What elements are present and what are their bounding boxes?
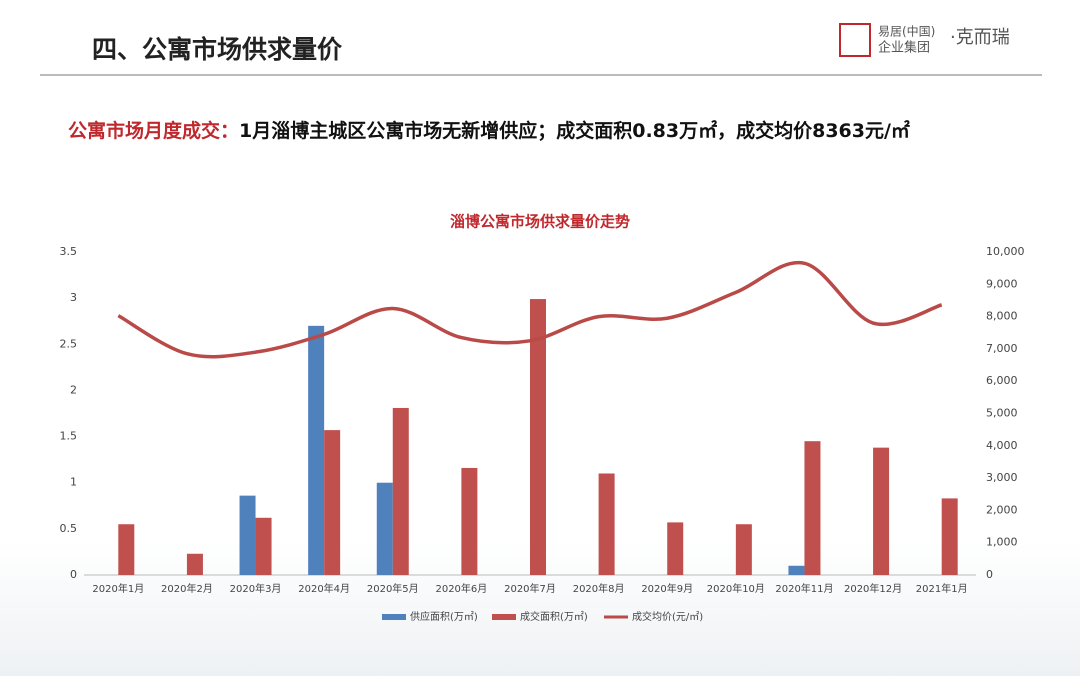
x-tick-label: 2020年10月	[707, 582, 765, 595]
bar	[308, 325, 325, 575]
y-tick-label: 3.5	[60, 245, 78, 258]
y-tick-label: 0	[70, 568, 77, 581]
y2-tick-label: 3,000	[986, 471, 1018, 484]
bar	[598, 473, 615, 575]
bar	[255, 517, 272, 575]
legend-swatch	[492, 614, 516, 620]
y-tick-label: 0.5	[60, 522, 78, 535]
bar	[461, 467, 478, 575]
slide-title: 四、公寓市场供求量价	[92, 35, 343, 64]
logo-brand: ·克而瑞	[950, 27, 1010, 48]
y-tick-label: 1.5	[60, 430, 78, 443]
legend-swatch	[382, 614, 406, 620]
bar	[873, 447, 890, 575]
bar	[239, 495, 256, 575]
y2-tick-label: 6,000	[986, 374, 1018, 387]
x-tick-label: 2020年4月	[298, 582, 350, 595]
x-tick-label: 2020年12月	[844, 582, 902, 595]
headline: 公寓市场月度成交：1月淄博主城区公寓市场无新增供应；成交面积0.83万㎡，成交均…	[68, 116, 910, 143]
x-tick-label: 2020年6月	[435, 582, 487, 595]
x-tick-label: 2020年8月	[573, 582, 625, 595]
bar	[324, 430, 341, 575]
x-tick-label: 2021年1月	[916, 582, 968, 595]
x-tick-label: 2020年3月	[230, 582, 282, 595]
x-tick-label: 2020年7月	[504, 582, 556, 595]
y2-tick-label: 7,000	[986, 342, 1018, 355]
x-tick-label: 2020年9月	[641, 582, 693, 595]
y2-tick-label: 10,000	[986, 245, 1025, 258]
bar	[530, 299, 546, 575]
y2-tick-label: 0	[986, 568, 993, 581]
chart-title: 淄博公寓市场供求量价走势	[450, 213, 630, 231]
y2-tick-label: 5,000	[986, 407, 1018, 420]
y-tick-label: 2.5	[60, 337, 78, 350]
headline-text: 1月淄博主城区公寓市场无新增供应；成交面积0.83万㎡，成交均价8363元/㎡	[239, 120, 910, 142]
bar	[392, 407, 409, 575]
x-tick-label: 2020年11月	[775, 582, 833, 595]
bar	[788, 565, 805, 575]
bar	[667, 522, 684, 575]
price-line	[117, 260, 943, 359]
logo-text: 企业集团	[878, 40, 930, 56]
bar	[941, 498, 958, 575]
y-tick-label: 3	[70, 291, 77, 304]
legend-label: 成交面积(万㎡)	[520, 610, 588, 623]
y2-tick-label: 4,000	[986, 439, 1018, 452]
bar	[118, 524, 135, 575]
y-tick-label: 1	[70, 476, 77, 489]
x-tick-label: 2020年2月	[161, 582, 213, 595]
bar	[735, 524, 752, 575]
logo: 易居(中国) 企业集团 ·克而瑞	[839, 23, 1010, 57]
bar	[186, 553, 203, 575]
bar	[804, 441, 821, 575]
y2-tick-label: 9,000	[986, 277, 1018, 290]
logo-text: 易居(中国)	[878, 24, 935, 39]
logo-seal	[839, 23, 871, 57]
y2-tick-label: 2,000	[986, 503, 1018, 516]
bar	[376, 482, 393, 575]
y-tick-label: 2	[70, 383, 77, 396]
y2-tick-label: 8,000	[986, 310, 1018, 323]
y2-tick-label: 1,000	[986, 536, 1018, 549]
x-tick-label: 2020年5月	[367, 582, 419, 595]
divider	[40, 74, 1042, 76]
legend-label: 供应面积(万㎡)	[410, 610, 478, 623]
headline-label: 公寓市场月度成交：	[68, 120, 240, 142]
legend-label: 成交均价(元/㎡)	[632, 610, 703, 623]
x-tick-label: 2020年1月	[92, 582, 144, 595]
